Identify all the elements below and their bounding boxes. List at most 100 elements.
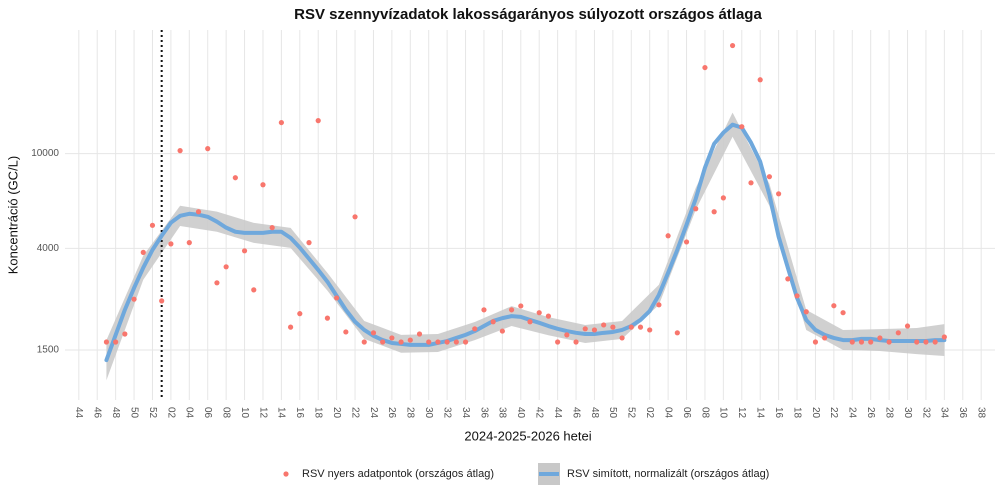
data-point xyxy=(785,276,791,282)
y-tick-label: 10000 xyxy=(31,148,59,159)
data-point xyxy=(407,337,413,343)
data-point xyxy=(251,287,257,293)
x-tick-label: 14 xyxy=(276,407,287,419)
data-point xyxy=(868,339,874,345)
x-tick-label: 06 xyxy=(681,407,692,419)
x-tick-label: 34 xyxy=(460,407,471,419)
x-tick-label: 26 xyxy=(865,407,876,419)
data-point xyxy=(914,339,920,345)
data-point xyxy=(683,239,690,245)
data-point xyxy=(214,280,220,286)
chart-title: RSV szennyvízadatok lakosságarányos súly… xyxy=(294,6,762,23)
x-tick-label: 02 xyxy=(165,407,176,419)
data-point xyxy=(822,335,828,341)
data-point xyxy=(729,42,736,49)
x-tick-label: 36 xyxy=(957,407,968,419)
data-point xyxy=(131,296,137,302)
x-tick-label: 46 xyxy=(92,407,103,419)
x-tick-label: 46 xyxy=(570,407,581,419)
data-point xyxy=(831,303,837,309)
data-point xyxy=(389,335,395,341)
data-point xyxy=(610,324,616,330)
x-tick-label: 40 xyxy=(515,407,526,419)
x-tick-label: 08 xyxy=(220,407,231,419)
x-axis-title: 2024-2025-2026 hetei xyxy=(464,428,591,443)
data-point xyxy=(564,332,570,338)
data-point xyxy=(241,248,248,254)
data-point xyxy=(223,264,229,270)
data-point xyxy=(140,249,146,255)
data-point xyxy=(297,311,303,317)
data-point xyxy=(306,240,312,246)
data-point xyxy=(508,307,515,313)
data-point xyxy=(324,315,331,321)
data-point xyxy=(334,295,340,301)
data-point xyxy=(205,146,211,152)
x-tick-label: 18 xyxy=(791,407,802,419)
data-point xyxy=(803,309,809,315)
data-point xyxy=(647,327,653,333)
x-tick-label: 30 xyxy=(902,407,913,419)
x-tick-label: 10 xyxy=(718,407,729,419)
data-point xyxy=(674,330,680,336)
x-tick-label: 38 xyxy=(497,407,508,419)
data-point xyxy=(582,326,588,332)
data-point xyxy=(499,328,505,334)
data-point xyxy=(693,206,699,212)
data-point xyxy=(619,335,625,341)
data-point xyxy=(573,339,579,345)
data-point xyxy=(380,339,386,345)
data-point xyxy=(858,339,865,345)
x-tick-label: 22 xyxy=(828,407,839,419)
x-tick-label: 34 xyxy=(939,407,950,419)
x-tick-label: 04 xyxy=(184,407,195,419)
smoothed-line xyxy=(104,122,947,363)
data-point xyxy=(103,339,110,345)
x-tick-label: 10 xyxy=(239,407,250,419)
x-tick-label: 22 xyxy=(349,407,360,419)
data-point xyxy=(186,240,192,246)
x-tick-label: 48 xyxy=(589,407,600,419)
legend-label: RSV nyers adatpontok (országos átlag) xyxy=(302,468,494,480)
data-point xyxy=(481,307,487,313)
data-point xyxy=(177,148,183,154)
data-point xyxy=(904,323,911,329)
x-tick-label: 14 xyxy=(755,407,766,419)
x-tick-label: 42 xyxy=(534,407,545,419)
x-tick-label: 48 xyxy=(110,407,121,419)
x-tick-label: 50 xyxy=(128,407,139,419)
data-point xyxy=(895,330,901,336)
x-tick-label: 44 xyxy=(73,407,84,419)
x-tick-label: 32 xyxy=(920,407,931,419)
x-tick-label: 52 xyxy=(626,407,637,419)
x-tick-label: 04 xyxy=(662,407,673,419)
data-point xyxy=(352,214,358,220)
x-tick-label: 30 xyxy=(423,407,434,419)
x-tick-label: 02 xyxy=(644,407,655,419)
data-point xyxy=(159,298,165,304)
data-point xyxy=(601,322,607,328)
data-point xyxy=(656,302,662,308)
data-point xyxy=(260,182,266,188)
x-tick-label: 52 xyxy=(147,407,158,419)
y-axis-title: Koncentráció (GC/L) xyxy=(5,156,20,275)
data-point xyxy=(490,319,496,325)
data-point xyxy=(462,339,469,345)
data-point xyxy=(637,324,644,330)
data-point xyxy=(416,331,423,337)
x-tick-label: 28 xyxy=(405,407,416,419)
data-point xyxy=(776,191,782,197)
data-point xyxy=(757,77,763,83)
x-tick-label: 20 xyxy=(810,407,821,419)
x-tick-label: 12 xyxy=(736,407,747,419)
x-tick-label: 16 xyxy=(294,407,305,419)
y-tick-label: 1500 xyxy=(37,345,60,356)
data-point xyxy=(665,233,671,239)
data-point xyxy=(923,339,929,345)
data-point xyxy=(426,339,432,345)
data-point xyxy=(628,324,634,330)
grid: 1500 4000 10000 44 46 48 50 52 02 04 06 08 10 12 14 16 1… xyxy=(31,30,995,419)
data-point xyxy=(812,339,819,345)
data-point xyxy=(536,310,542,316)
